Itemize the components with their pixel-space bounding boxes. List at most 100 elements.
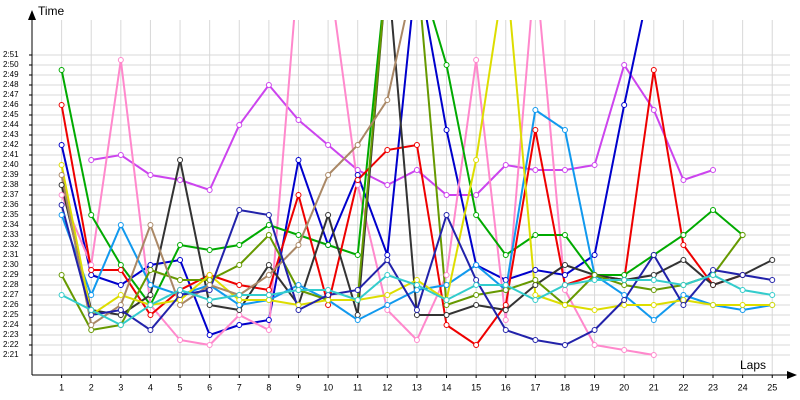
point	[147, 172, 154, 178]
point	[295, 287, 302, 293]
point	[561, 302, 568, 308]
point	[413, 287, 420, 293]
point	[532, 167, 539, 173]
point	[739, 302, 746, 308]
point	[473, 192, 480, 198]
point	[206, 272, 213, 278]
point	[473, 302, 480, 308]
point	[621, 297, 628, 303]
y-tick-label: 2:35	[3, 210, 19, 219]
point	[473, 277, 480, 283]
point	[591, 272, 598, 278]
y-tick-label: 2:22	[3, 340, 19, 349]
point	[117, 267, 124, 273]
point	[147, 327, 154, 333]
point	[295, 307, 302, 313]
y-tick-label: 2:41	[3, 150, 19, 159]
plot-area	[58, 20, 776, 358]
point	[58, 212, 65, 218]
point	[680, 257, 687, 263]
point	[117, 302, 124, 308]
point	[473, 212, 480, 218]
x-tick-label: 20	[619, 382, 629, 392]
point	[650, 277, 657, 283]
point	[650, 107, 657, 113]
point	[621, 282, 628, 288]
y-tick-label: 2:30	[3, 260, 19, 269]
y-tick-label: 2:29	[3, 270, 19, 279]
point	[206, 277, 213, 283]
point	[413, 282, 420, 288]
y-axis-title: Time	[38, 4, 65, 18]
point	[413, 277, 420, 283]
point	[502, 252, 509, 258]
x-tick-label: 17	[530, 382, 540, 392]
point	[206, 302, 213, 308]
point	[354, 312, 361, 318]
y-tick-label: 2:46	[3, 100, 19, 109]
point	[532, 267, 539, 273]
point	[561, 262, 568, 268]
point	[295, 232, 302, 238]
point	[710, 302, 717, 308]
point	[265, 327, 272, 333]
point	[88, 267, 95, 273]
point	[769, 257, 776, 263]
y-tick-label: 2:34	[3, 220, 19, 229]
point	[58, 162, 65, 168]
point	[354, 172, 361, 178]
x-tick-label: 5	[178, 382, 183, 392]
point	[561, 272, 568, 278]
series-line	[60, 20, 744, 307]
point	[177, 242, 184, 248]
y-tick-label: 2:32	[3, 240, 19, 249]
point	[147, 292, 154, 298]
y-tick-label: 2:28	[3, 280, 19, 289]
point	[177, 297, 184, 303]
point	[206, 287, 213, 293]
point	[325, 297, 332, 303]
x-tick-label: 11	[353, 382, 362, 392]
point	[236, 302, 243, 308]
point	[236, 312, 243, 318]
point	[206, 187, 213, 193]
y-tick-label: 2:33	[3, 230, 19, 239]
point	[769, 277, 776, 283]
point	[88, 327, 95, 333]
point	[88, 262, 95, 268]
point	[502, 317, 509, 323]
x-tick-label: 10	[323, 382, 333, 392]
point	[147, 267, 154, 273]
point	[236, 262, 243, 268]
point	[58, 192, 65, 198]
point	[739, 307, 746, 313]
point	[58, 142, 65, 148]
point	[561, 167, 568, 173]
point	[117, 222, 124, 228]
point	[561, 342, 568, 348]
point	[591, 162, 598, 168]
point	[236, 122, 243, 128]
point	[561, 232, 568, 238]
point	[177, 337, 184, 343]
point	[650, 67, 657, 73]
point	[206, 297, 213, 303]
point	[710, 272, 717, 278]
y-tick-label: 2:43	[3, 130, 19, 139]
point	[621, 62, 628, 68]
point	[502, 162, 509, 168]
point	[769, 302, 776, 308]
point	[354, 287, 361, 293]
point	[413, 312, 420, 318]
point	[236, 307, 243, 313]
point	[384, 257, 391, 263]
point	[206, 282, 213, 288]
point	[206, 332, 213, 338]
x-tick-label: 13	[412, 382, 422, 392]
point	[621, 302, 628, 308]
y-tick-label: 2:38	[3, 180, 19, 189]
point	[443, 312, 450, 318]
x-tick-label: 7	[237, 382, 242, 392]
point	[710, 167, 717, 173]
point	[88, 157, 95, 163]
